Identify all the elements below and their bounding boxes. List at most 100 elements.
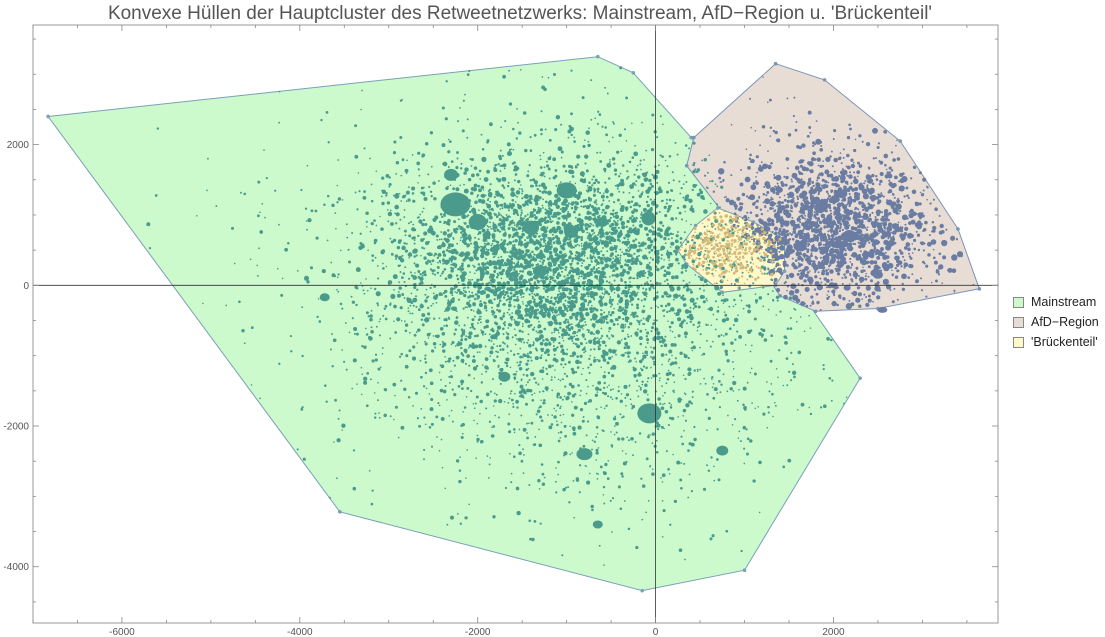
data-point bbox=[579, 389, 582, 392]
data-point bbox=[533, 392, 536, 395]
data-point bbox=[488, 215, 493, 220]
data-point bbox=[307, 218, 312, 223]
data-point bbox=[580, 313, 584, 318]
data-point bbox=[498, 398, 503, 404]
data-point bbox=[549, 281, 552, 284]
data-point bbox=[595, 425, 599, 429]
data-point bbox=[632, 239, 636, 243]
data-point bbox=[595, 293, 598, 295]
data-point bbox=[432, 302, 434, 305]
data-point bbox=[712, 396, 716, 400]
data-point bbox=[786, 276, 789, 280]
data-point bbox=[400, 425, 405, 430]
data-point bbox=[154, 194, 158, 197]
data-point bbox=[473, 166, 478, 170]
data-point bbox=[471, 359, 476, 363]
data-point bbox=[610, 290, 613, 293]
data-point bbox=[424, 357, 427, 360]
data-point bbox=[623, 309, 628, 313]
data-point bbox=[383, 307, 387, 311]
data-point bbox=[717, 478, 721, 482]
data-point bbox=[428, 426, 432, 429]
data-point bbox=[384, 317, 388, 321]
data-point bbox=[587, 302, 590, 304]
data-point bbox=[370, 287, 372, 290]
data-point bbox=[653, 191, 656, 194]
data-point bbox=[444, 487, 447, 490]
data-point bbox=[528, 194, 533, 198]
data-point bbox=[497, 274, 500, 277]
data-point bbox=[593, 247, 596, 249]
data-point bbox=[512, 212, 516, 215]
data-point bbox=[589, 274, 592, 277]
data-point bbox=[537, 326, 539, 329]
data-point bbox=[392, 274, 398, 280]
data-point bbox=[725, 298, 729, 302]
data-point bbox=[611, 212, 615, 216]
data-point bbox=[522, 448, 524, 451]
data-point bbox=[351, 317, 354, 320]
data-point bbox=[363, 190, 366, 193]
data-point bbox=[506, 258, 510, 263]
data-point bbox=[571, 201, 576, 205]
data-point bbox=[707, 308, 710, 311]
data-point bbox=[632, 454, 634, 457]
data-point bbox=[324, 384, 327, 387]
data-point bbox=[450, 370, 452, 373]
data-point bbox=[691, 349, 694, 352]
data-point bbox=[473, 243, 476, 246]
data-point bbox=[539, 255, 544, 260]
data-point bbox=[546, 338, 549, 342]
data-point bbox=[417, 182, 419, 184]
data-point bbox=[529, 149, 533, 152]
data-point bbox=[644, 328, 647, 331]
data-point bbox=[559, 208, 562, 211]
data-point bbox=[587, 140, 590, 143]
data-point bbox=[546, 274, 549, 276]
data-point bbox=[423, 319, 426, 321]
data-point bbox=[467, 286, 470, 289]
data-point bbox=[511, 246, 517, 252]
data-point bbox=[586, 480, 591, 485]
data-point bbox=[580, 236, 584, 239]
data-point bbox=[556, 404, 560, 407]
data-point bbox=[498, 154, 502, 159]
data-point bbox=[571, 401, 573, 403]
data-point bbox=[682, 196, 685, 199]
data-point bbox=[546, 389, 548, 392]
data-point bbox=[484, 257, 488, 260]
data-point bbox=[608, 298, 612, 302]
data-point bbox=[597, 359, 601, 363]
data-point bbox=[517, 179, 521, 184]
data-point bbox=[647, 331, 649, 334]
hull-vertex bbox=[782, 269, 787, 274]
data-point bbox=[445, 248, 449, 252]
data-point bbox=[263, 149, 265, 151]
data-point bbox=[491, 246, 494, 249]
data-point bbox=[405, 200, 408, 203]
data-point bbox=[697, 321, 701, 325]
data-point bbox=[661, 473, 666, 478]
data-point bbox=[461, 338, 463, 340]
data-point bbox=[622, 307, 624, 309]
data-point bbox=[433, 254, 436, 257]
data-point bbox=[538, 235, 540, 238]
data-point bbox=[558, 335, 561, 338]
data-point bbox=[539, 254, 542, 257]
data-point bbox=[600, 366, 603, 369]
data-point bbox=[464, 337, 468, 341]
data-point bbox=[692, 345, 696, 350]
data-point bbox=[493, 314, 498, 319]
data-point bbox=[429, 268, 433, 271]
data-point bbox=[442, 231, 447, 236]
data-point bbox=[506, 242, 509, 246]
data-point bbox=[552, 279, 555, 282]
data-point bbox=[458, 291, 463, 295]
data-point bbox=[442, 349, 446, 353]
data-point bbox=[569, 303, 574, 308]
data-point bbox=[549, 155, 552, 158]
data-point bbox=[586, 231, 589, 234]
data-point bbox=[707, 267, 711, 270]
data-point bbox=[518, 451, 522, 456]
data-point bbox=[387, 220, 390, 223]
